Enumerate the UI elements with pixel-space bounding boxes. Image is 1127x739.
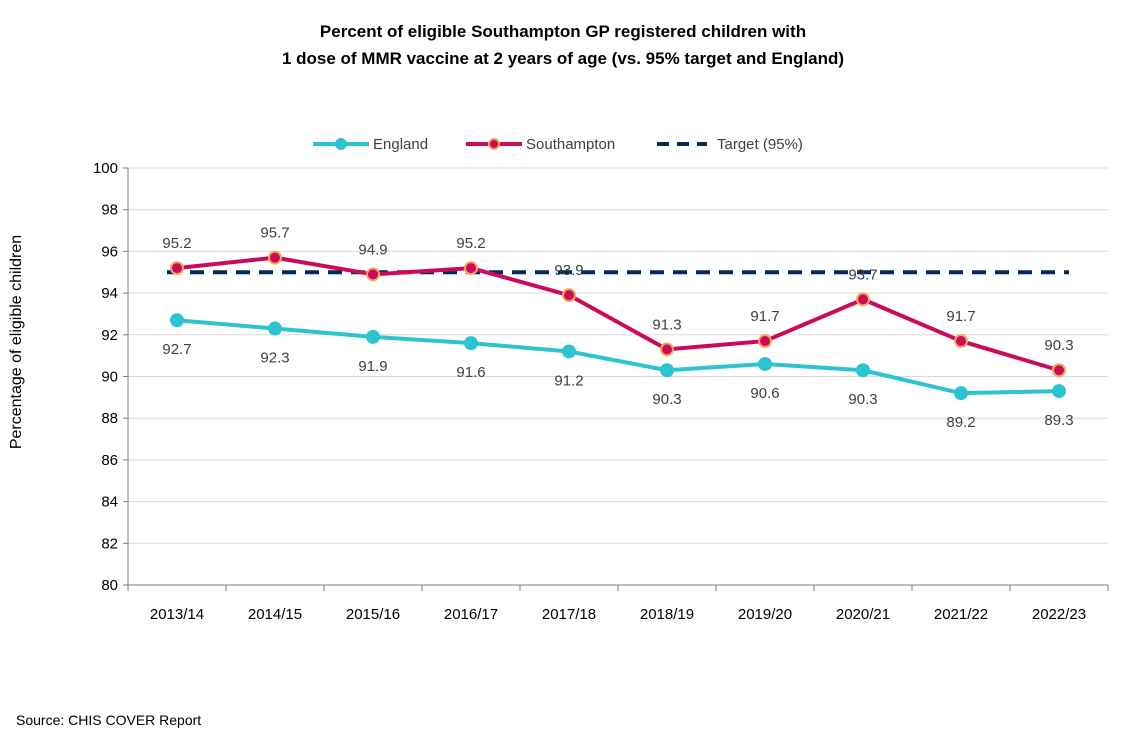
point-england-2018-19 — [660, 363, 674, 378]
point-england-2019-20 — [758, 356, 772, 371]
y-tick-label-94: 94 — [101, 285, 118, 302]
data-label-england-2018-19: 90.3 — [652, 391, 681, 408]
data-label-england-2015-16: 91.9 — [358, 358, 387, 375]
series-line-southampton — [176, 255, 1060, 373]
data-label-southampton-2022-23: 90.3 — [1044, 337, 1073, 354]
point-england-2020-21 — [856, 363, 870, 378]
series-england: 92.7 92.3 91.9 91.6 91.2 90.3 90.6 90.3 89.2 89.3 — [162, 313, 1074, 431]
data-label-southampton-2016-17: 95.2 — [456, 235, 485, 252]
legend-item-england: England — [313, 136, 428, 153]
point-england-2022-23 — [1052, 384, 1066, 399]
y-tick-label-88: 88 — [101, 410, 118, 427]
point-england-2021-22 — [954, 386, 968, 401]
y-tick-label-90: 90 — [101, 369, 118, 386]
point-southampton-2015-16 — [366, 267, 380, 282]
y-tick-label-84: 84 — [101, 494, 118, 511]
legend-marker-england — [335, 138, 347, 150]
y-axis-ticks: 80 82 84 86 88 90 92 94 96 98 100 — [93, 160, 128, 594]
point-england-2016-17 — [464, 336, 478, 351]
legend-label-southampton: Southampton — [526, 136, 615, 153]
data-label-southampton-2020-21: 93.7 — [848, 266, 877, 283]
legend-item-target-95: Target (95%) — [657, 136, 803, 153]
legend-label-target-95: Target (95%) — [717, 136, 803, 153]
series-line-england — [176, 318, 1060, 396]
legend-item-southampton: Southampton — [466, 136, 615, 153]
data-label-england-2017-18: 91.2 — [554, 372, 583, 389]
x-tick-label-2016-17: 2016/17 — [444, 606, 498, 623]
data-label-southampton-2021-22: 91.7 — [946, 308, 975, 325]
y-tick-label-98: 98 — [101, 202, 118, 219]
point-southampton-2016-17 — [464, 261, 478, 276]
y-tick-label-100: 100 — [93, 160, 118, 177]
legend-marker-southampton — [488, 138, 500, 150]
x-tick-label-2015-16: 2015/16 — [346, 606, 400, 623]
point-southampton-2014-15 — [268, 250, 282, 265]
x-tick-label-2021-22: 2021/22 — [934, 606, 988, 623]
point-southampton-2021-22 — [954, 334, 968, 349]
data-label-southampton-2019-20: 91.7 — [750, 308, 779, 325]
x-axis-ticks: 2013/14 2014/15 2015/16 2016/17 2017/18 2018/… — [127, 585, 1109, 623]
point-southampton-2013-14 — [170, 261, 184, 276]
x-tick-label-2020-21: 2020/21 — [836, 606, 890, 623]
data-label-southampton-2015-16: 94.9 — [358, 241, 387, 258]
data-label-england-2022-23: 89.3 — [1044, 412, 1073, 429]
point-southampton-2020-21 — [856, 292, 870, 307]
data-label-england-2016-17: 91.6 — [456, 364, 485, 381]
series-layer: 92.7 92.3 91.9 91.6 91.2 90.3 90.6 90.3 89.2 89.3… — [162, 225, 1073, 432]
data-label-southampton-2014-15: 95.7 — [260, 225, 289, 242]
y-tick-label-82: 82 — [101, 535, 118, 552]
x-tick-label-2018-19: 2018/19 — [640, 606, 694, 623]
point-england-2013-14 — [170, 313, 184, 328]
point-southampton-2018-19 — [660, 342, 674, 357]
gridlines — [128, 167, 1108, 544]
data-label-england-2021-22: 89.2 — [946, 414, 975, 431]
data-label-southampton-2013-14: 95.2 — [162, 235, 191, 252]
point-england-2017-18 — [562, 344, 576, 359]
y-axis-label: Percentage of eligible children — [8, 235, 25, 449]
chart-title-line-1: Percent of eligible Southampton GP regis… — [320, 22, 806, 41]
series-southampton: 95.2 95.7 94.9 95.2 93.9 91.3 91.7 93.7 91.7 90.3 — [162, 225, 1074, 378]
x-tick-label-2022-23: 2022/23 — [1032, 606, 1086, 623]
legend: England Southampton Target (95%) — [313, 136, 803, 153]
data-label-england-2020-21: 90.3 — [848, 391, 877, 408]
data-label-southampton-2017-18: 93.9 — [554, 262, 583, 279]
point-southampton-2019-20 — [758, 334, 772, 349]
y-tick-label-80: 80 — [101, 577, 118, 594]
data-label-england-2013-14: 92.7 — [162, 341, 191, 358]
point-southampton-2022-23 — [1052, 363, 1066, 378]
y-tick-label-86: 86 — [101, 452, 118, 469]
point-southampton-2017-18 — [562, 288, 576, 303]
x-tick-label-2017-18: 2017/18 — [542, 606, 596, 623]
data-label-england-2014-15: 92.3 — [260, 350, 289, 367]
x-tick-label-2013-14: 2013/14 — [150, 606, 204, 623]
data-label-southampton-2018-19: 91.3 — [652, 316, 681, 333]
data-label-england-2019-20: 90.6 — [750, 385, 779, 402]
chart-title-line-2: 1 dose of MMR vaccine at 2 years of age … — [282, 49, 844, 68]
y-tick-label-92: 92 — [101, 327, 118, 344]
x-tick-label-2014-15: 2014/15 — [248, 606, 302, 623]
point-england-2014-15 — [268, 321, 282, 336]
y-tick-label-96: 96 — [101, 243, 118, 260]
x-tick-label-2019-20: 2019/20 — [738, 606, 792, 623]
legend-label-england: England — [373, 136, 428, 153]
point-england-2015-16 — [366, 329, 380, 344]
source-note: Source: CHIS COVER Report — [16, 712, 201, 728]
